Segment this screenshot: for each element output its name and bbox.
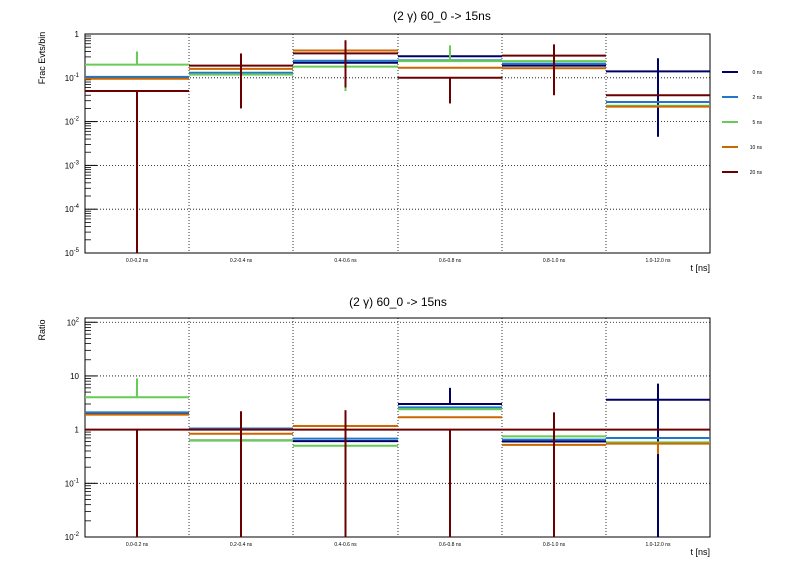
bottom-y-tick-label: 10-2 (65, 532, 80, 542)
bottom-y-tick-label: 10-1 (65, 478, 80, 488)
top-plot-area: 1 10-1 10-2 10-3 10-4 10-5 0.0-0.2 ns 0.2-0.4 n… (65, 30, 711, 264)
bottom-chart-title: (2 γ) 60_0 -> 15ns (349, 295, 447, 309)
top-y-tick-label: 10-3 (65, 160, 80, 170)
bottom-y-tick-label: 102 (67, 317, 80, 327)
bottom-category-label: 0.0-0.2 ns (126, 542, 149, 548)
legend-label: 20 ns (750, 170, 763, 176)
top-y-tick-label: 10-1 (65, 73, 80, 83)
top-plot-frame (84, 33, 711, 254)
legend-label: 0 ns (753, 70, 763, 76)
top-chart-title: (2 γ) 60_0 -> 15ns (393, 9, 491, 23)
top-y-tick-label: 10-5 (65, 248, 80, 258)
top-category-label: 0.4-0.6 ns (334, 258, 357, 264)
bottom-category-label: 0.4-0.6 ns (334, 542, 357, 548)
bottom-plot-area: 102 10 1 10-1 10-2 0.0-0.2 ns 0.2-0.4 ns 0.4-0.… (65, 317, 711, 548)
top-category-label: 0.0-0.2 ns (126, 258, 149, 264)
bottom-y-tick-label: 1 (75, 426, 80, 435)
top-category-label: 1.0-12.0 ns (645, 258, 671, 264)
legend: 0 ns 2 ns 5 ns 10 ns 20 ns (722, 70, 762, 176)
top-y-tick-label: 10-2 (65, 117, 80, 127)
bottom-y-axis-label: Ratio (37, 319, 47, 340)
bottom-plot-frame (84, 317, 711, 538)
legend-label: 5 ns (753, 120, 763, 126)
top-category-label: 0.2-0.4 ns (230, 258, 253, 264)
bottom-category-label: 1.0-12.0 ns (645, 542, 671, 548)
top-y-tick-label: 1 (75, 30, 80, 39)
legend-label: 10 ns (750, 145, 763, 151)
top-x-axis-label: t [ns] (690, 263, 710, 273)
bottom-x-axis-label: t [ns] (690, 547, 710, 557)
bottom-y-tick-label: 10 (70, 372, 79, 381)
bottom-category-label: 0.2-0.4 ns (230, 542, 253, 548)
legend-label: 2 ns (753, 95, 763, 101)
top-category-label: 0.8-1.0 ns (543, 258, 566, 264)
bottom-category-label: 0.8-1.0 ns (543, 542, 566, 548)
top-category-label: 0.6-0.8 ns (439, 258, 462, 264)
top-y-axis-label: Frac Evts/bin (37, 32, 47, 85)
bottom-category-label: 0.6-0.8 ns (439, 542, 462, 548)
top-y-tick-label: 10-4 (65, 204, 80, 214)
